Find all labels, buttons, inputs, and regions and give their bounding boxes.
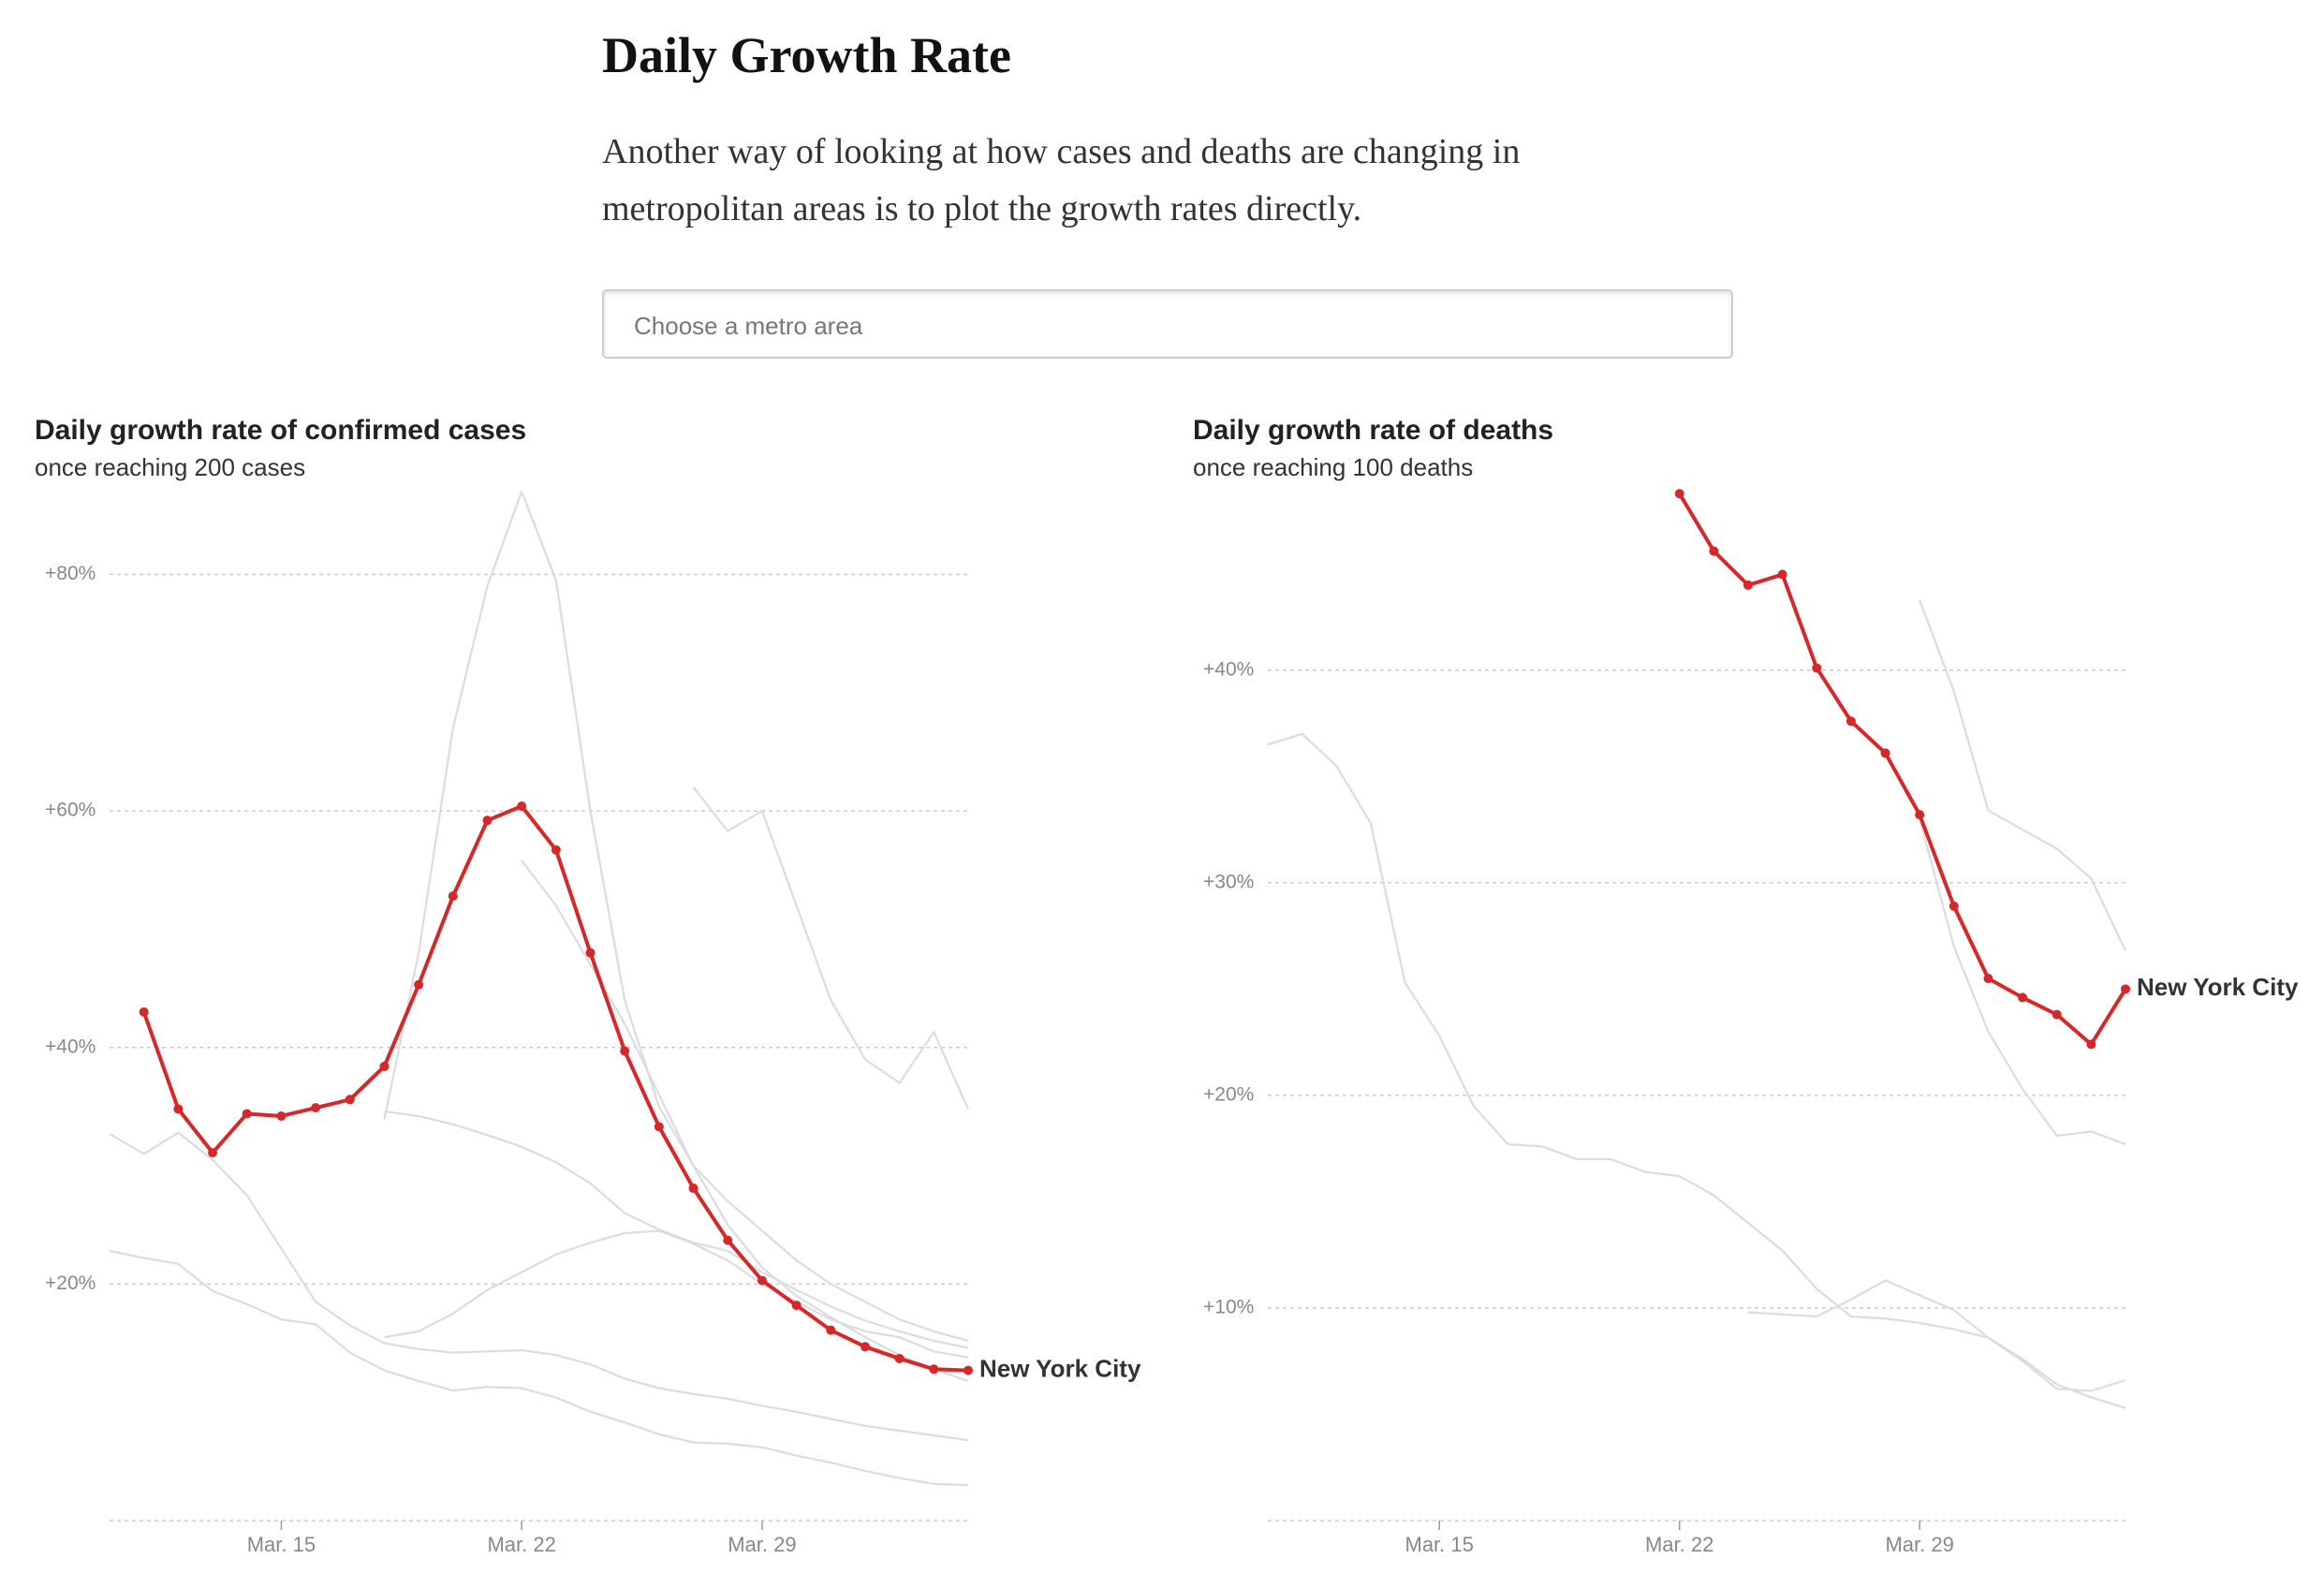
data-point bbox=[482, 816, 493, 826]
data-point bbox=[379, 1061, 390, 1071]
x-tick-label: Mar. 22 bbox=[1645, 1533, 1714, 1556]
data-point bbox=[242, 1109, 252, 1119]
data-point bbox=[1846, 716, 1856, 727]
chart-title: Daily growth rate of deaths bbox=[1193, 415, 1553, 446]
series-line bbox=[1747, 1279, 2126, 1392]
data-point bbox=[654, 1122, 664, 1132]
data-point bbox=[345, 1095, 355, 1105]
series-line bbox=[109, 1131, 969, 1442]
data-point bbox=[2052, 1009, 2062, 1020]
y-tick-label: +40% bbox=[45, 1036, 96, 1057]
data-point bbox=[1915, 810, 1925, 820]
data-point bbox=[517, 801, 527, 812]
x-tick-label: Mar. 29 bbox=[728, 1533, 796, 1556]
page-description: Another way of looking at how cases and … bbox=[602, 132, 1521, 228]
y-tick-label: +20% bbox=[1203, 1083, 1254, 1105]
data-point bbox=[2086, 1039, 2096, 1050]
data-point bbox=[963, 1365, 973, 1375]
series-line bbox=[109, 1249, 969, 1487]
data-point bbox=[208, 1148, 218, 1158]
y-tick-label: +30% bbox=[1203, 871, 1254, 892]
data-point bbox=[1743, 580, 1753, 590]
data-point bbox=[276, 1110, 287, 1121]
x-tick-label: Mar. 15 bbox=[1405, 1533, 1474, 1556]
search-placeholder: Choose a metro area bbox=[634, 312, 863, 340]
data-point bbox=[585, 948, 596, 958]
data-point bbox=[791, 1301, 802, 1311]
series-line bbox=[1919, 599, 2126, 951]
data-point bbox=[757, 1275, 767, 1286]
series-line bbox=[383, 490, 969, 1343]
series-line bbox=[1267, 732, 2126, 1409]
series-label: New York City bbox=[2137, 973, 2299, 1001]
data-point bbox=[2018, 992, 2028, 1003]
data-point bbox=[620, 1046, 630, 1056]
series-label: New York City bbox=[979, 1354, 1141, 1382]
data-point bbox=[1812, 663, 1822, 673]
data-point bbox=[723, 1235, 733, 1245]
series-line bbox=[141, 804, 969, 1373]
chart-title: Daily growth rate of confirmed cases bbox=[35, 415, 526, 446]
data-point bbox=[1949, 901, 1959, 911]
data-point bbox=[860, 1342, 870, 1352]
x-tick-label: Mar. 22 bbox=[487, 1533, 555, 1556]
series-line bbox=[692, 787, 970, 1110]
data-point bbox=[826, 1325, 836, 1335]
series-line bbox=[521, 860, 969, 1382]
page-title: Daily Growth Rate bbox=[602, 27, 1011, 83]
data-point bbox=[139, 1007, 149, 1017]
data-point bbox=[448, 891, 458, 902]
x-tick-label: Mar. 15 bbox=[247, 1533, 316, 1556]
data-point bbox=[1983, 973, 1993, 983]
x-tick-label: Mar. 29 bbox=[1885, 1533, 1953, 1556]
data-point bbox=[1674, 489, 1684, 499]
data-point bbox=[551, 845, 561, 855]
data-point bbox=[173, 1104, 184, 1114]
series-line bbox=[384, 1110, 969, 1349]
series-line bbox=[1677, 493, 2127, 1047]
data-point bbox=[2121, 984, 2130, 994]
chart-subtitle: once reaching 100 deaths bbox=[1193, 453, 1473, 481]
data-point bbox=[311, 1103, 321, 1113]
data-point bbox=[414, 979, 424, 990]
data-point bbox=[1880, 748, 1890, 758]
data-point bbox=[929, 1364, 939, 1375]
data-point bbox=[894, 1353, 905, 1363]
data-point bbox=[1777, 569, 1787, 580]
data-point bbox=[688, 1184, 699, 1194]
series-line bbox=[1919, 818, 2126, 1146]
y-tick-label: +40% bbox=[1203, 658, 1254, 680]
chart-subtitle: once reaching 200 cases bbox=[35, 453, 305, 481]
y-tick-label: +60% bbox=[45, 800, 96, 821]
y-tick-label: +80% bbox=[45, 563, 96, 584]
y-tick-label: +10% bbox=[1203, 1296, 1254, 1317]
data-point bbox=[1709, 546, 1719, 556]
metro-search[interactable]: Choose a metro area bbox=[602, 289, 1733, 359]
y-tick-label: +20% bbox=[45, 1272, 96, 1294]
series-line bbox=[384, 1229, 969, 1359]
